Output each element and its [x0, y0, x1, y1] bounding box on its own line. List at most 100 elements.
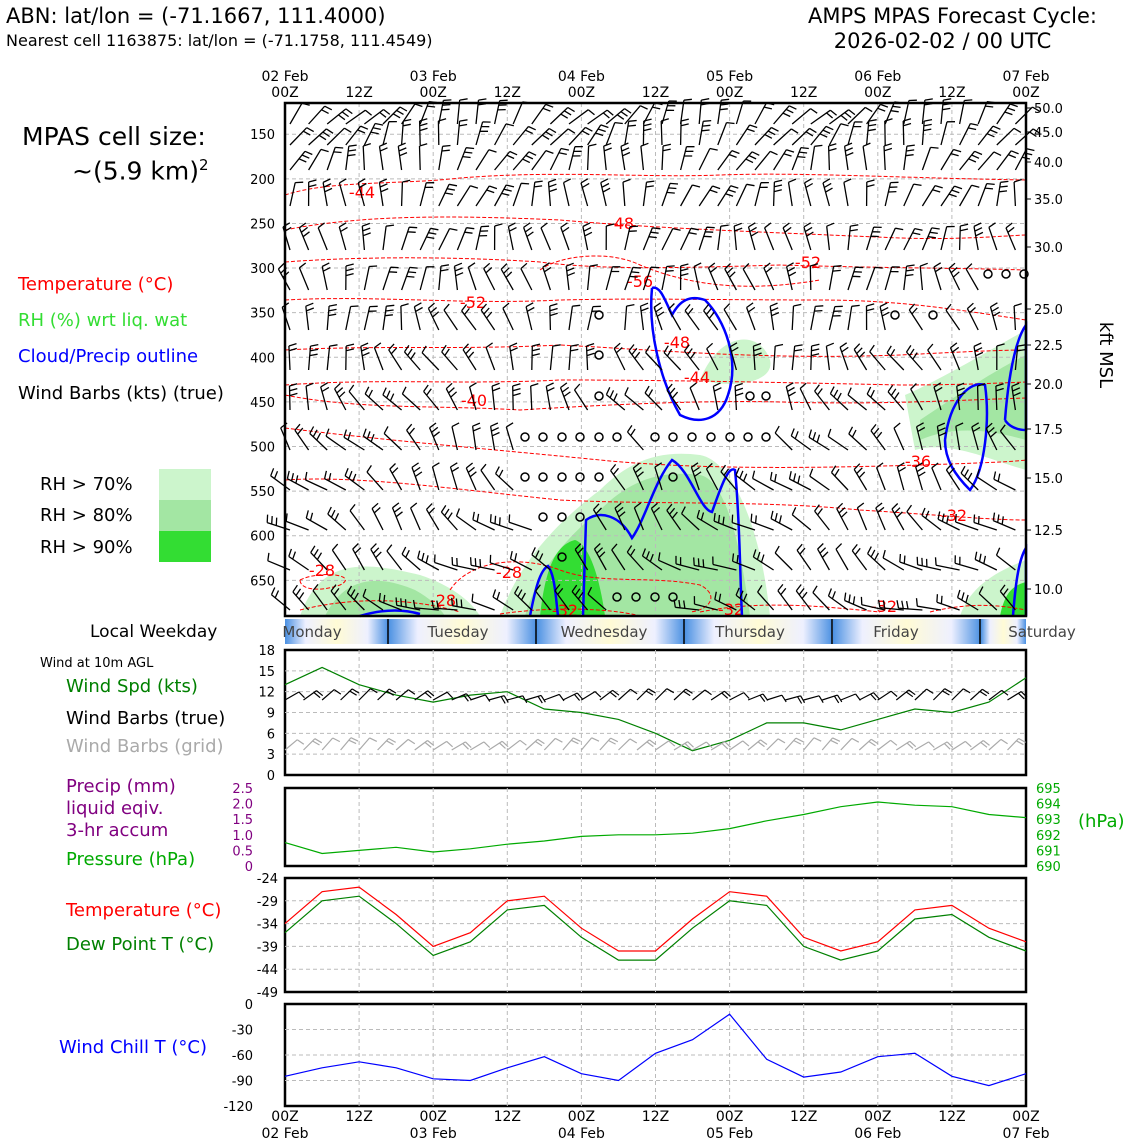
grid-wind-barb [673, 741, 694, 751]
wind-barb [773, 105, 797, 125]
bottom-date-label: 05 Feb [706, 1126, 753, 1140]
wind-barb [554, 583, 570, 611]
cs-pressure-tick: 650 [250, 574, 275, 589]
wind-barb [549, 106, 575, 125]
wind-barb [843, 142, 854, 171]
wind-barb [886, 345, 905, 371]
surface-wind-barb [840, 693, 861, 701]
calm-circle [761, 391, 771, 401]
wind-barb [966, 302, 979, 331]
wind-barb [973, 514, 998, 531]
bottom-hour-label: 12Z [938, 1109, 965, 1125]
wind-barb [307, 343, 319, 371]
wind-barb [747, 222, 759, 251]
wind-barb [270, 468, 291, 491]
wind-barb [620, 142, 631, 171]
surface-wind-barb [618, 688, 638, 701]
wind-barb [560, 222, 570, 251]
bottom-hour-label: 00Z [1012, 1109, 1039, 1125]
wind-barb [294, 423, 310, 451]
wind-barb [940, 98, 952, 125]
calm-circle [575, 472, 585, 482]
cs-pressure-tick: 350 [250, 307, 275, 322]
wind-barb [992, 512, 1016, 531]
wind-barb [851, 543, 868, 571]
temp-contour-3 [539, 255, 821, 287]
cs-kft-tick: 17.5 [1034, 423, 1063, 438]
wind-barb [400, 179, 411, 207]
surface-wind-barb [303, 690, 324, 701]
calm-circle [612, 592, 622, 602]
weekday-label: Wednesday [561, 623, 648, 641]
grid-wind-barb [766, 738, 786, 751]
temp-contour-label: -44 [349, 183, 375, 202]
temp-contour-5 [284, 344, 1027, 357]
surface-wind-barb [321, 689, 342, 701]
wind-barb [910, 383, 923, 411]
wind-barb [345, 343, 355, 371]
wind-barb [568, 343, 579, 371]
wind-barb [830, 465, 849, 491]
grid-wind-barb [451, 741, 472, 751]
wind-barb [585, 342, 595, 371]
wind-barb [772, 343, 784, 371]
wind-barb [428, 422, 440, 451]
calm-circle [612, 432, 622, 442]
wind-barb [847, 224, 859, 251]
wind-barb [705, 462, 719, 491]
wind-barb [954, 555, 979, 571]
wind-barb [696, 509, 719, 531]
pressure-ytick: 692 [1036, 829, 1061, 844]
surface-wind-barb [340, 688, 360, 701]
rh-shade-2 [700, 339, 771, 384]
chill-panel-ytick: -30 [232, 1024, 253, 1039]
wind-barb [344, 468, 365, 491]
wind-barb [681, 506, 700, 531]
wind-barb [419, 266, 435, 291]
wind-barb [862, 142, 871, 171]
wind-barb [270, 587, 291, 611]
wind-barb [364, 386, 384, 411]
wind-barb [475, 185, 498, 207]
wind-barb [754, 126, 779, 146]
wind-barb [882, 549, 905, 571]
wind-barb [712, 382, 722, 411]
grid-wind-barb [284, 739, 305, 751]
wind-barb [549, 128, 576, 146]
wind-barb [996, 150, 1019, 171]
wind-barb [902, 118, 912, 146]
wind-barb [320, 382, 330, 411]
wind-barb [388, 343, 403, 371]
wind-barb [827, 143, 837, 171]
wind-barb [750, 513, 774, 531]
wind-barb [593, 543, 607, 571]
surface-wind-barb [544, 693, 565, 702]
wind-barb [438, 144, 451, 171]
wind-barb [378, 142, 388, 171]
cloud-outline-1 [943, 383, 989, 492]
wind-barb [865, 226, 882, 251]
wind-barb [1014, 106, 1040, 125]
wind-barb [642, 118, 652, 146]
wind-barb [673, 599, 700, 611]
wind-barb [345, 305, 359, 331]
wind-barb [903, 183, 922, 207]
wind-barb [884, 118, 893, 146]
calm-circle [557, 472, 567, 482]
wind-barb [814, 504, 830, 531]
wind-barb [999, 424, 1016, 451]
grid-wind-barb [914, 741, 935, 751]
wind-barb [733, 222, 743, 251]
precip-ytick: 2.5 [232, 782, 253, 797]
wind-barb [825, 342, 835, 371]
wind-barb [322, 178, 333, 207]
wind-barb [735, 183, 755, 207]
wind-barb [456, 147, 475, 171]
calm-circle [743, 432, 753, 442]
wind-barb [642, 227, 661, 251]
wind-barb [870, 423, 886, 451]
surface-wind-barb [581, 691, 602, 701]
wind-barb [937, 511, 960, 531]
wind-barb [891, 503, 905, 531]
grid-wind-barb [543, 737, 563, 751]
